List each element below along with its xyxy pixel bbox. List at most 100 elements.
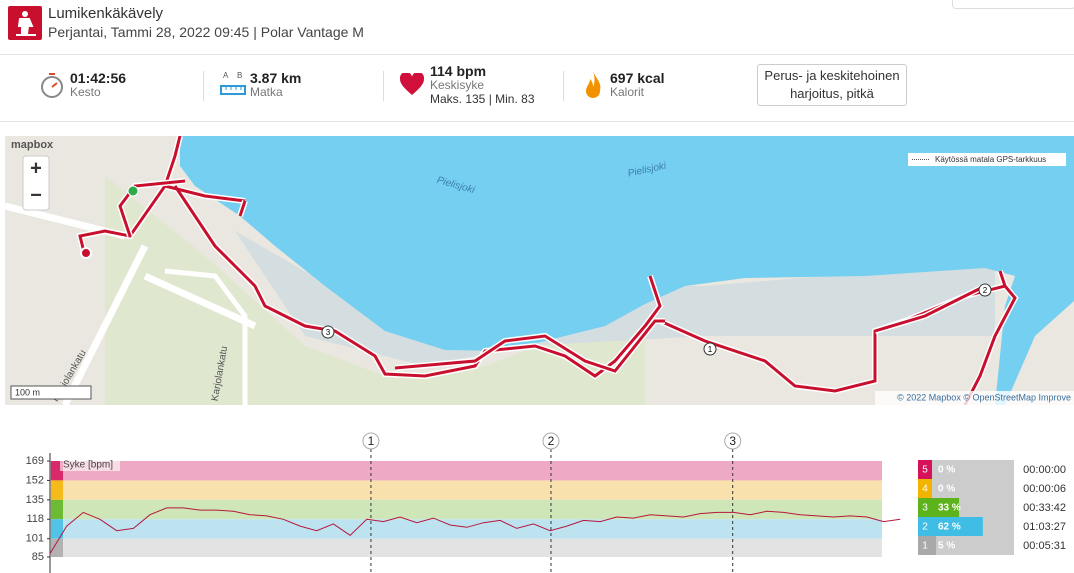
map-lap-label: 2 <box>983 286 988 295</box>
y-tick-label: 152 <box>26 474 44 486</box>
zone-number: 3 <box>922 503 928 514</box>
heart-rate-value: 114 bpm <box>430 63 487 79</box>
subtitle: Perjantai, Tammi 28, 2022 09:45 | Polar … <box>48 24 364 40</box>
calories-icon <box>586 71 601 98</box>
zone-swatch <box>918 460 932 479</box>
duration-icon <box>41 73 63 98</box>
heart-rate-range: Maks. 135 | Min. 83 <box>430 92 535 106</box>
zone-time: 00:33:42 <box>1023 502 1066 514</box>
zone-band <box>50 461 882 481</box>
duration-label: Kesto <box>70 85 101 99</box>
sport-glyph <box>16 11 36 36</box>
map-lap-marker <box>703 342 717 356</box>
training-benefit[interactable]: Perus- ja keskitehoinen harjoitus, pitkä <box>757 64 907 106</box>
zone-swatch <box>918 536 932 555</box>
zone-time: 00:00:06 <box>1023 483 1066 495</box>
end-marker <box>80 247 92 259</box>
attribution-box <box>875 391 1074 405</box>
zone-band <box>50 480 882 500</box>
zone-swatch <box>918 517 932 536</box>
heart-icon <box>400 73 425 95</box>
road <box>164 268 248 405</box>
zone-percent: 62 % <box>938 522 961 533</box>
gps-legend-box <box>908 153 1066 166</box>
zone-band <box>50 519 882 539</box>
calories-label: Kalorit <box>610 85 645 99</box>
zone-number: 1 <box>922 541 928 552</box>
zone-band <box>50 538 882 557</box>
zone-percent: 5 % <box>938 541 955 552</box>
zone-strip <box>51 480 63 500</box>
y-tick-label: 169 <box>26 455 44 467</box>
zone-percent: 33 % <box>938 503 961 514</box>
zone-bar <box>932 517 983 536</box>
svg-text:A: A <box>223 71 229 80</box>
zone-band <box>50 499 882 520</box>
zone-bar <box>932 536 937 555</box>
map-lap-label: 3 <box>326 328 331 337</box>
divider <box>383 71 384 101</box>
divider <box>563 71 564 101</box>
zone-time: 01:03:27 <box>1023 521 1066 533</box>
heart-rate-chart: 5 0 % 00:00:00 4 0 % 00:00:06 3 33 % 00:33:42 2 62… <box>26 432 1066 573</box>
lap-label: 2 <box>548 434 555 448</box>
zone-time: 00:05:31 <box>1023 540 1066 552</box>
zoom-control <box>22 155 50 211</box>
map[interactable]: 1 2 3 + − mapbox Käytössä matala GPS-tarkk… <box>5 136 1074 405</box>
zone-strip <box>51 538 63 557</box>
map-lap-marker <box>321 325 335 339</box>
y-tick-label: 101 <box>26 533 44 545</box>
lap-marker <box>362 432 380 450</box>
title: Lumikenkäkävely <box>48 5 164 22</box>
park <box>105 176 645 405</box>
zone-bar-bg <box>932 479 1014 498</box>
zoom-in[interactable]: + <box>30 157 42 179</box>
duration-value: 01:42:56 <box>70 70 127 86</box>
zone-strip <box>51 499 63 520</box>
y-tick-label: 85 <box>32 551 44 563</box>
route-line <box>118 179 986 373</box>
zone-time: 00:00:00 <box>1023 464 1066 476</box>
zone-bar-bg <box>932 460 1014 479</box>
scale-label: 100 m <box>15 387 40 397</box>
zoom-out[interactable]: − <box>30 184 42 206</box>
distance-label: Matka <box>250 85 283 99</box>
scale-bar <box>10 385 92 400</box>
gps-legend: Käytössä matala GPS-tarkkuus <box>935 155 1046 164</box>
y-tick-label: 135 <box>26 494 44 506</box>
lap-label: 3 <box>729 434 736 448</box>
zone-swatch <box>918 498 932 517</box>
map-lap-marker <box>978 283 992 297</box>
zone-swatch <box>918 479 932 498</box>
zone-number: 5 <box>922 465 928 476</box>
svg-text:B: B <box>237 71 242 80</box>
water <box>180 136 1074 405</box>
attribution[interactable]: © 2022 Mapbox © OpenStreetMap Improve <box>897 392 1071 402</box>
heart-rate-label: Keskisyke <box>430 78 485 92</box>
series-label: Syke [bpm] <box>63 460 113 471</box>
y-tick-label: 118 <box>26 513 44 525</box>
zone-strip <box>51 519 63 539</box>
divider <box>203 71 204 101</box>
start-marker <box>127 185 139 197</box>
zone-percent: 0 % <box>938 484 955 495</box>
mapbox-logo[interactable]: mapbox <box>11 139 54 151</box>
heart-rate-line <box>49 507 901 554</box>
zone-bar <box>932 498 960 517</box>
zone-percent: 0 % <box>938 465 955 476</box>
map-lap-label: 1 <box>708 345 713 354</box>
route: 1 2 3 <box>76 136 1019 405</box>
sport-icon <box>8 6 42 40</box>
lap-marker <box>724 432 742 450</box>
calories-value: 697 kcal <box>610 70 665 86</box>
search-box[interactable] <box>952 0 1074 9</box>
lap-marker <box>542 432 560 450</box>
zone-number: 2 <box>922 522 928 533</box>
zone-bar-bg <box>932 536 1014 555</box>
distance-value: 3.87 km <box>250 70 302 86</box>
lap-label: 1 <box>368 434 375 448</box>
zone-number: 4 <box>922 484 928 495</box>
